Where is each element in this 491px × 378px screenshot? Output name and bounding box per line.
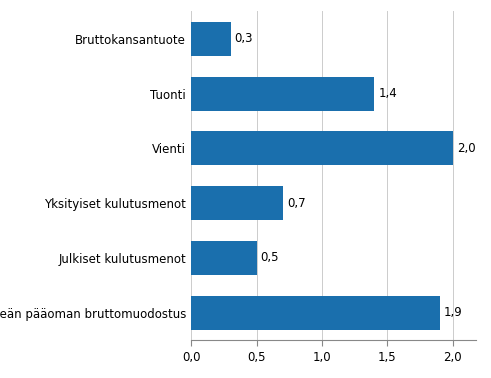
Text: 2,0: 2,0 — [457, 142, 475, 155]
Text: 1,9: 1,9 — [443, 306, 463, 319]
Text: 0,5: 0,5 — [261, 251, 279, 265]
Bar — [191, 241, 257, 275]
Bar — [191, 296, 440, 330]
Bar — [191, 132, 453, 165]
Text: 1,4: 1,4 — [378, 87, 397, 100]
Bar — [191, 77, 374, 110]
Text: 0,7: 0,7 — [287, 197, 305, 210]
Bar — [191, 186, 283, 220]
Bar — [191, 22, 231, 56]
Text: 0,3: 0,3 — [235, 32, 253, 45]
